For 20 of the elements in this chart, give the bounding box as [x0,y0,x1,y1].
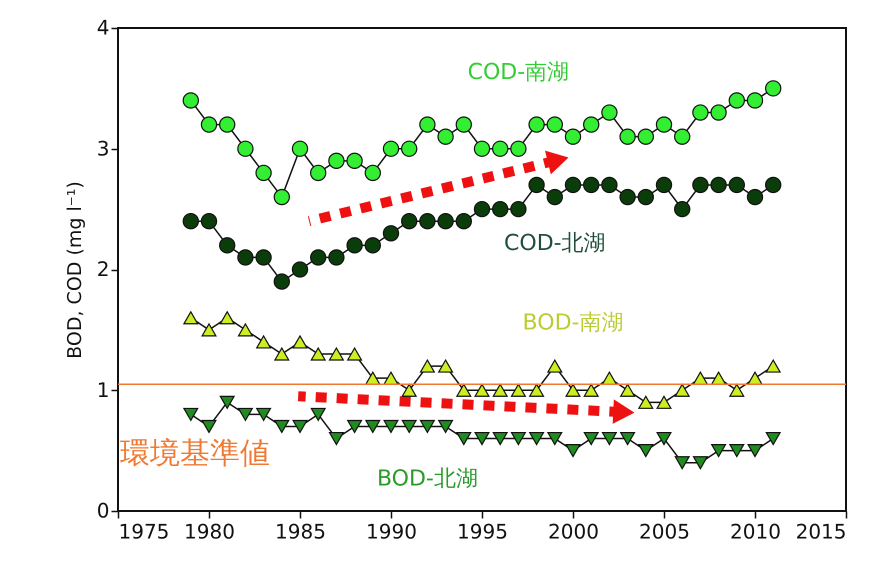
series-label: COD-北湖 [504,231,606,256]
x-tick-label: 1985 [275,520,326,544]
y-tick-label: 1 [96,378,110,402]
y-tick-label: 2 [96,257,110,281]
x-tick-label: 2015 [796,520,846,544]
y-axis-title: BOD, COD (mg l⁻¹) [64,181,86,359]
ref-line-label: 環境基準値 [120,436,270,472]
y-tick-label: 3 [96,136,110,160]
x-tick-label: 2010 [730,520,781,544]
x-tick-label: 2000 [548,520,599,544]
y-tick-label: 4 [96,16,110,40]
x-tick-label: 1975 [118,520,170,544]
x-tick-label: 1995 [457,520,508,544]
x-tick-label: 1990 [366,520,417,544]
series-label: COD-南湖 [468,60,570,85]
series-label: BOD-北湖 [376,466,478,492]
x-tick-label: 2005 [639,520,690,544]
x-tick-label: 1980 [184,520,235,544]
series-label: BOD-南湖 [522,310,624,336]
y-tick-label: 0 [96,498,110,522]
